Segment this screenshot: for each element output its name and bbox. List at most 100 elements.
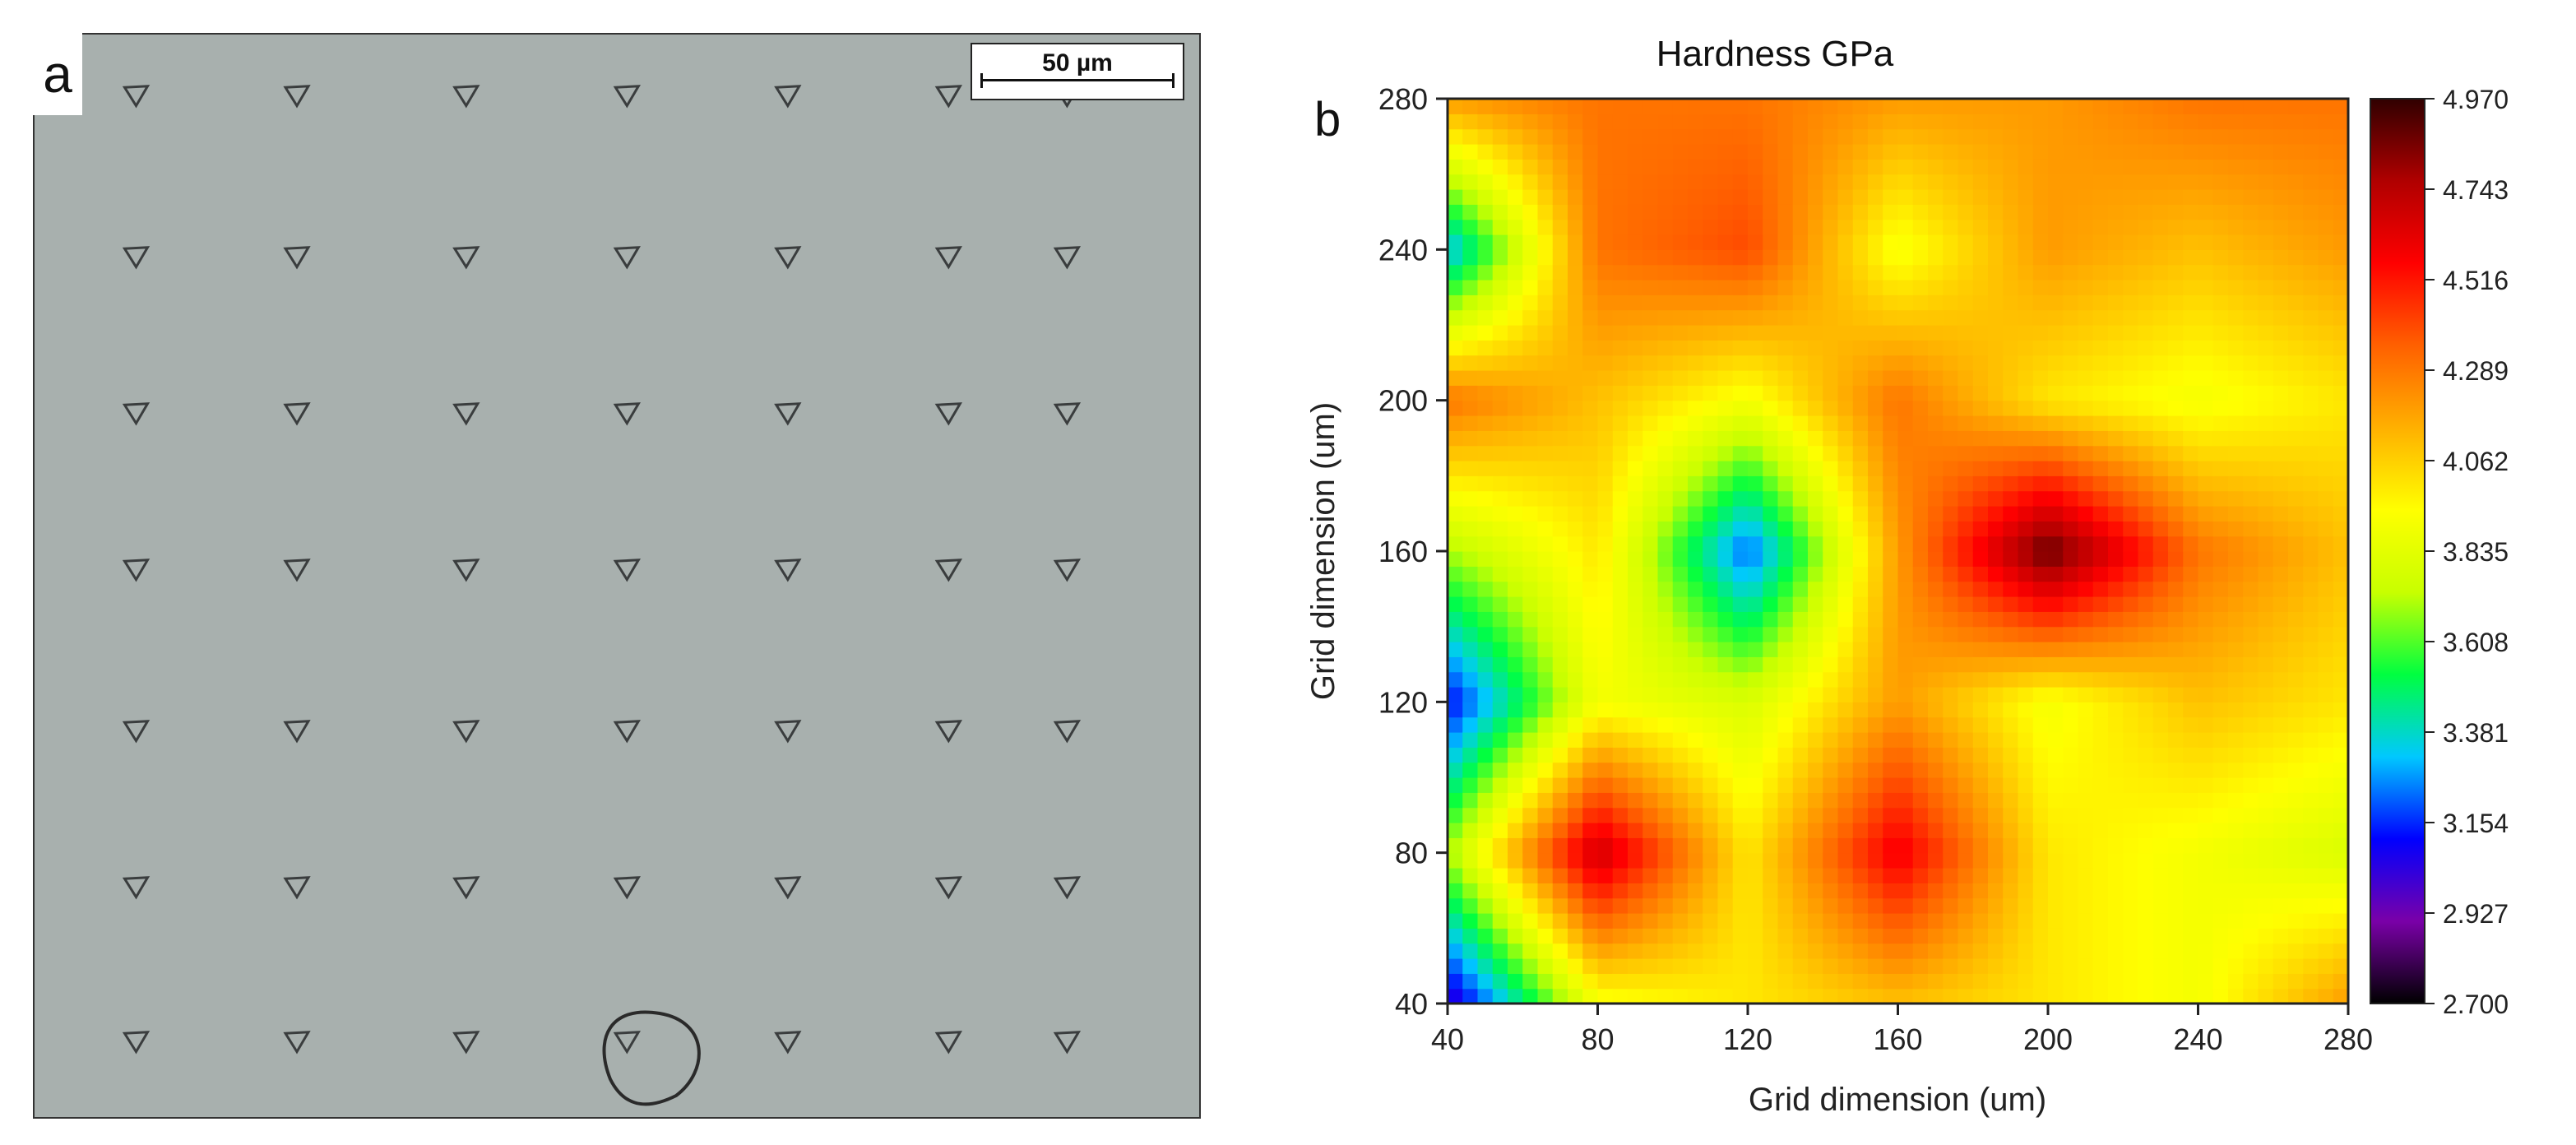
heatmap-cell (1897, 626, 1914, 642)
heatmap-cell (1928, 99, 1944, 114)
heatmap-cell (1642, 702, 1659, 718)
heatmap-cell (1537, 385, 1554, 401)
heatmap-cell (1957, 943, 1974, 959)
heatmap-cell (2048, 114, 2064, 130)
heatmap-cell (1897, 159, 1914, 175)
heatmap-cell (1897, 716, 1914, 733)
heatmap-cell (2243, 370, 2259, 386)
heatmap-cell (1928, 280, 1944, 295)
heatmap-cell (1642, 114, 1659, 130)
heatmap-cell (2243, 566, 2259, 582)
heatmap-cell (2333, 868, 2349, 883)
heatmap-cell (1688, 309, 1703, 326)
heatmap-cell (1537, 777, 1554, 793)
heatmap-cell (2273, 521, 2289, 537)
heatmap-cell (2318, 837, 2334, 854)
heatmap-cell (2212, 159, 2229, 175)
heatmap-cell (1777, 581, 1794, 597)
heatmap-cell (2228, 807, 2244, 823)
heatmap-cell (1688, 99, 1703, 114)
heatmap-cell (2018, 943, 2034, 959)
heatmap-cell (2243, 883, 2259, 899)
heatmap-cell (1808, 400, 1823, 416)
heatmap-cell (2138, 958, 2154, 974)
heatmap-cell (1808, 535, 1823, 552)
heatmap-cell (1792, 656, 1809, 673)
heatmap-cell (1597, 204, 1614, 220)
heatmap-cell (1492, 370, 1508, 386)
heatmap-cell (1988, 581, 2004, 597)
heatmap-cell (1612, 837, 1629, 854)
heatmap-cell (1717, 204, 1734, 220)
heatmap-cell (2108, 355, 2124, 371)
heatmap-cell (1732, 385, 1749, 401)
heatmap-cell (1657, 174, 1674, 190)
indent-mark (613, 876, 641, 900)
heatmap-cell (2123, 823, 2139, 838)
heatmap-cell (1628, 852, 1643, 869)
heatmap-cell (1672, 883, 1689, 899)
heatmap-cell (2003, 928, 2019, 944)
heatmap-cell (1597, 566, 1614, 582)
heatmap-cell (1868, 687, 1883, 702)
heatmap-cell (1823, 732, 1839, 748)
heatmap-cell (1748, 234, 1763, 250)
heatmap-cell (1972, 837, 1989, 854)
heatmap-cell (1748, 988, 1763, 1004)
heatmap-cell (2048, 702, 2064, 718)
heatmap-cell (2032, 928, 2049, 944)
heatmap-cell (2152, 626, 2169, 642)
heatmap-cell (1777, 521, 1794, 537)
heatmap-cell (2273, 249, 2289, 266)
heatmap-cell (1957, 144, 1974, 160)
heatmap-cell (1672, 551, 1689, 567)
heatmap-cell (1852, 716, 1869, 733)
heatmap-cell (1868, 294, 1883, 311)
heatmap-cell (2018, 461, 2034, 476)
heatmap-cell (2228, 551, 2244, 567)
heatmap-cell (2212, 792, 2229, 809)
heatmap-cell (1808, 174, 1823, 190)
heatmap-cell (1763, 656, 1779, 673)
heatmap-cell (1808, 596, 1823, 612)
heatmap-cell (2123, 159, 2139, 175)
heatmap-cell (1943, 219, 1959, 235)
heatmap-cell (1568, 490, 1583, 507)
heatmap-cell (1837, 461, 1854, 476)
heatmap-cell (2152, 928, 2169, 944)
heatmap-cell (2318, 551, 2334, 567)
colorbar-tick-label: 4.289 (2443, 356, 2509, 386)
heatmap-cell (2018, 777, 2034, 793)
heatmap-cell (2063, 99, 2079, 114)
heatmap-cell (1823, 506, 1839, 522)
heatmap-cell (1672, 807, 1689, 823)
heatmap-cell (1928, 596, 1944, 612)
heatmap-cell (2183, 762, 2199, 778)
heatmap-cell (2318, 656, 2334, 673)
heatmap-cell (2003, 716, 2019, 733)
heatmap-cell (2048, 294, 2064, 311)
heatmap-cell (1777, 370, 1794, 386)
heatmap-cell (2152, 551, 2169, 567)
heatmap-cell (1552, 189, 1568, 205)
heatmap-cell (1552, 551, 1568, 567)
heatmap-cell (2273, 204, 2289, 220)
heatmap-cell (2198, 219, 2214, 235)
heatmap-cell (1897, 219, 1914, 235)
heatmap-cell (2303, 732, 2319, 748)
heatmap-cell (1928, 928, 1944, 944)
heatmap-cell (1582, 535, 1599, 552)
heatmap-cell (1792, 249, 1809, 266)
heatmap-cell (1628, 415, 1643, 431)
heatmap-cell (2258, 99, 2274, 114)
heatmap-cell (2108, 264, 2124, 280)
heatmap-cell (2228, 732, 2244, 748)
heatmap-cell (2152, 280, 2169, 295)
heatmap-cell (1448, 204, 1463, 220)
heatmap-cell (1897, 521, 1914, 537)
heatmap-cell (1928, 174, 1944, 190)
heatmap-cell (2333, 716, 2349, 733)
heatmap-cell (1808, 114, 1823, 130)
heatmap-cell (1522, 928, 1539, 944)
heatmap-cell (1852, 174, 1869, 190)
